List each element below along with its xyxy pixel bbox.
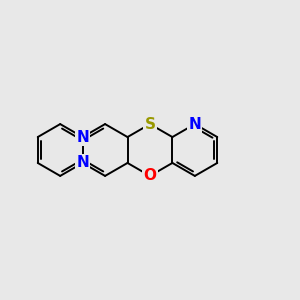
Text: N: N bbox=[76, 130, 89, 145]
Text: S: S bbox=[145, 117, 155, 132]
Text: N: N bbox=[188, 117, 201, 132]
Text: O: O bbox=[143, 168, 157, 183]
Text: N: N bbox=[76, 155, 89, 170]
